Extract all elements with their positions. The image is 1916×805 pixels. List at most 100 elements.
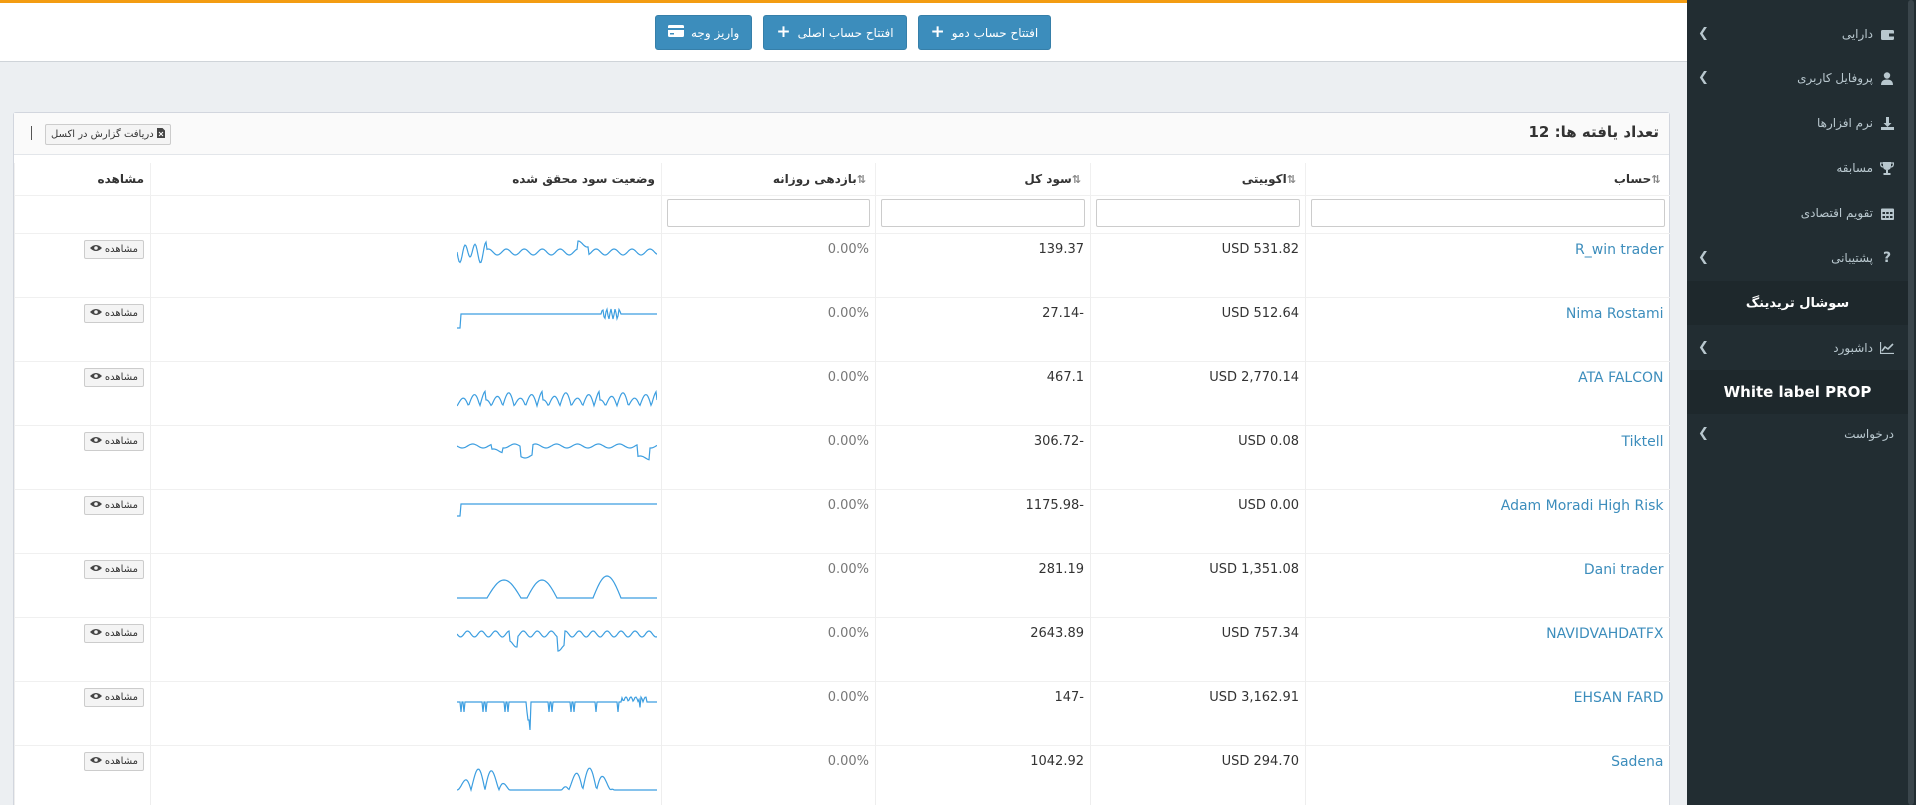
eye-icon [89,308,102,319]
sidebar: ❮ دارایی ❮ پروفایل کاربری نرم افزارها مس… [1687,0,1916,805]
account-name-link[interactable]: R_win trader [1305,232,1670,297]
daily-return-value: 0.00% [661,296,876,361]
wallet-icon [1880,27,1894,41]
account-name-link[interactable]: Dani trader [1305,552,1670,617]
view-button[interactable]: مشاهده [83,239,144,259]
header-view: مشاهده [14,163,151,195]
view-button[interactable]: مشاهده [83,367,144,387]
view-button[interactable]: مشاهده [83,431,144,451]
table-row: ATA FALCON USD 2,770.14 467.1 0.00% مشاهده [14,360,1670,425]
header-profit-status: وضعیت سود محقق شده [150,163,662,195]
profit-sparkline-cell [150,360,662,425]
open-demo-account-button[interactable]: + افتتاح حساب دمو [917,15,1052,50]
account-name-link[interactable]: Sadena [1305,744,1670,805]
view-button-label: مشاهده [104,755,138,767]
sidebar-item-social-trading[interactable]: سوشال تریدینگ [1687,281,1908,325]
chevron-left-icon: ❮ [1698,26,1709,41]
equity-value: USD 531.82 [1090,232,1306,297]
sidebar-item-competition[interactable]: مسابقه [1687,146,1908,190]
profit-sparkline [457,502,657,517]
sidebar-item-label: پروفایل کاربری [1797,71,1873,85]
table-header-row: ⇅حساب ⇅اکوییتی ⇅سود کل ⇅بازدهی روزانه وض… [14,163,1670,195]
view-button[interactable]: مشاهده [83,495,144,515]
daily-return-value: 0.00% [661,744,876,805]
header-daily-return[interactable]: ⇅بازدهی روزانه [661,163,876,195]
view-cell: مشاهده [14,424,151,489]
equity-value: USD 294.70 [1090,744,1306,805]
profit-sparkline-cell [150,616,662,681]
sidebar-item-assets[interactable]: ❮ دارایی [1687,12,1908,56]
top-bar: واریز وجه + افتتاح حساب اصلی + افتتاح حس… [0,0,1687,62]
view-button-label: مشاهده [104,371,138,383]
daily-return-value: 0.00% [661,488,876,553]
profit-sparkline [457,442,657,460]
profit-sparkline-cell [150,488,662,553]
eye-icon [89,756,102,767]
view-button-label: مشاهده [104,307,138,319]
view-cell: مشاهده [14,360,151,425]
calendar-icon [1880,206,1894,220]
daily-return-value: 0.00% [661,552,876,617]
profit-sparkline-cell [150,680,662,745]
sidebar-item-support[interactable]: ❮ پشتیبانی ? [1687,236,1908,280]
equity-value: USD 0.00 [1090,488,1306,553]
header-profit[interactable]: ⇅سود کل [875,163,1091,195]
header-equity[interactable]: ⇅اکوییتی [1090,163,1306,195]
sidebar-item-label: سوشال تریدینگ [1745,295,1850,311]
file-excel-icon [156,128,165,141]
account-name-link[interactable]: Tiktell [1305,424,1670,489]
accounts-table: ⇅حساب ⇅اکوییتی ⇅سود کل ⇅بازدهی روزانه وض… [14,163,1670,805]
excel-report-button[interactable]: دریافت گزارش در اکسل [45,124,171,145]
chevron-left-icon: ❮ [1698,340,1709,355]
equity-filter-input[interactable] [1096,198,1300,227]
profit-sparkline-cell [150,232,662,297]
plus-icon: + [930,22,945,42]
sidebar-item-dashboard[interactable]: ❮ داشبورد [1687,326,1908,370]
header-account[interactable]: ⇅حساب [1305,163,1670,195]
account-name-link[interactable]: Nima Rostami [1305,296,1670,361]
view-button[interactable]: مشاهده [83,751,144,771]
sidebar-item-white-label-prop[interactable]: White label PROP [1687,370,1908,414]
profit-sparkline [457,239,657,263]
open-real-account-button[interactable]: + افتتاح حساب اصلی [763,15,907,50]
sidebar-item-request[interactable]: ❮ درخواست [1687,412,1908,456]
daily-return-value: 0.00% [661,424,876,489]
account-name-link[interactable]: EHSAN FARD [1305,680,1670,745]
account-name-link[interactable]: NAVIDVAHDATFX [1305,616,1670,681]
view-cell: مشاهده [14,552,151,617]
eye-icon [89,436,102,447]
account-name-link[interactable]: Adam Moradi High Risk [1305,488,1670,553]
equity-value: USD 1,351.08 [1090,552,1306,617]
results-count-label: تعداد یافته ها: [1554,123,1659,141]
sort-icon: ⇅ [1071,172,1081,186]
account-name-link[interactable]: ATA FALCON [1305,360,1670,425]
view-button[interactable]: مشاهده [83,687,144,707]
view-cell: مشاهده [14,680,151,745]
equity-value: USD 512.64 [1090,296,1306,361]
view-button[interactable]: مشاهده [83,303,144,323]
daily-return-value: 0.00% [661,232,876,297]
sidebar-item-profile[interactable]: ❮ پروفایل کاربری [1687,56,1908,100]
profit-value: 27.14- [875,296,1091,361]
daily-return-value: 0.00% [661,680,876,745]
account-filter-input[interactable] [1311,198,1665,227]
sidebar-scrollbar[interactable] [1908,0,1914,805]
panel-header: تعداد یافته ها: 12 دریافت گزارش در اکسل [14,113,1669,155]
profit-filter-input[interactable] [881,198,1085,227]
header-label: مشاهده [97,171,144,186]
profit-sparkline [457,389,657,408]
view-button[interactable]: مشاهده [83,623,144,643]
sidebar-item-software[interactable]: نرم افزارها [1687,101,1908,145]
sidebar-item-label: نرم افزارها [1816,116,1873,130]
table-row: Tiktell USD 0.08 306.72- 0.00% مشاهده [14,424,1670,489]
daily-return-value: 0.00% [661,616,876,681]
eye-icon [89,372,102,383]
open-real-account-label: افتتاح حساب اصلی [797,25,894,40]
view-button[interactable]: مشاهده [83,559,144,579]
table-row: NAVIDVAHDATFX USD 757.34 2643.89 0.00% مشاهد… [14,616,1670,681]
sidebar-item-economic-calendar[interactable]: تقویم اقتصادی [1687,191,1908,235]
daily-filter-input[interactable] [667,198,870,227]
deposit-button[interactable]: واریز وجه [655,15,753,50]
equity-value: USD 2,770.14 [1090,360,1306,425]
view-button-label: مشاهده [104,435,138,447]
